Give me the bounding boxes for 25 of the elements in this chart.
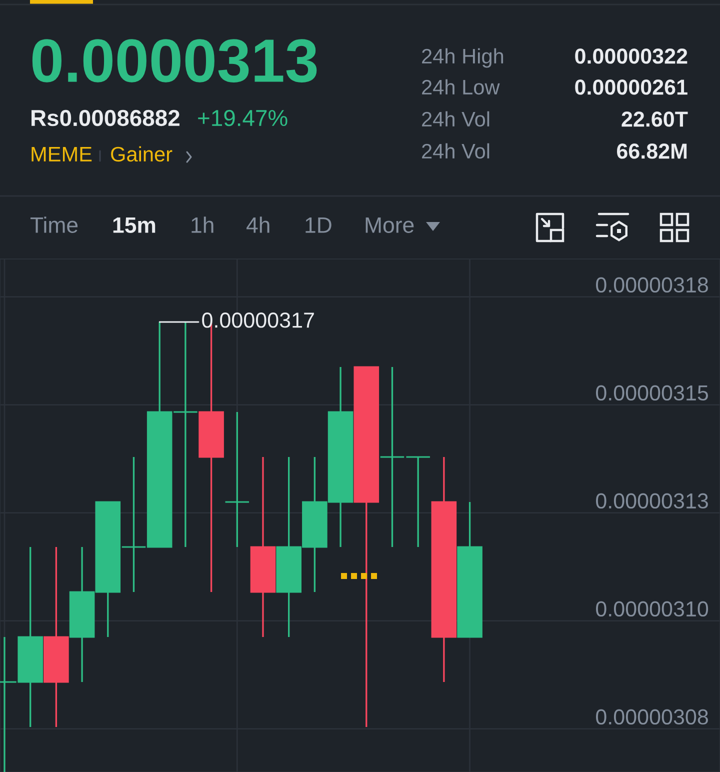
- text: 22.60T: [622, 112, 688, 127]
- text: 4h: [246, 216, 270, 233]
- text: 24h Vol: [422, 143, 490, 159]
- text: Rs0.00086882: [32, 110, 180, 126]
- y-tick-label: 0.00000310: [596, 601, 708, 617]
- y-tick-label: 0.00000318: [596, 277, 708, 293]
- text: 15m: [113, 217, 156, 233]
- annotation: 0.00000317: [202, 312, 314, 328]
- text: 66.82M: [616, 144, 687, 159]
- text: 1h: [192, 216, 214, 233]
- text: More: [366, 217, 414, 233]
- text: MEME: [32, 147, 92, 162]
- text: 24h Low: [422, 79, 500, 95]
- y-tick-label: 0.00000315: [596, 385, 708, 401]
- text: 24h High: [422, 48, 504, 68]
- y-tick-label: 0.00000308: [596, 709, 708, 725]
- text: Time: [30, 216, 78, 233]
- text: 24h Vol: [422, 111, 490, 127]
- text: 0.00000322: [575, 48, 688, 64]
- text: +19.47%: [198, 110, 288, 126]
- text: 1D: [306, 217, 332, 233]
- text: Gainer: [111, 146, 172, 162]
- chart-title: 0.0000313: [32, 39, 317, 82]
- text: 0.00000261: [575, 80, 688, 95]
- y-tick-label: 0.00000313: [596, 493, 708, 509]
